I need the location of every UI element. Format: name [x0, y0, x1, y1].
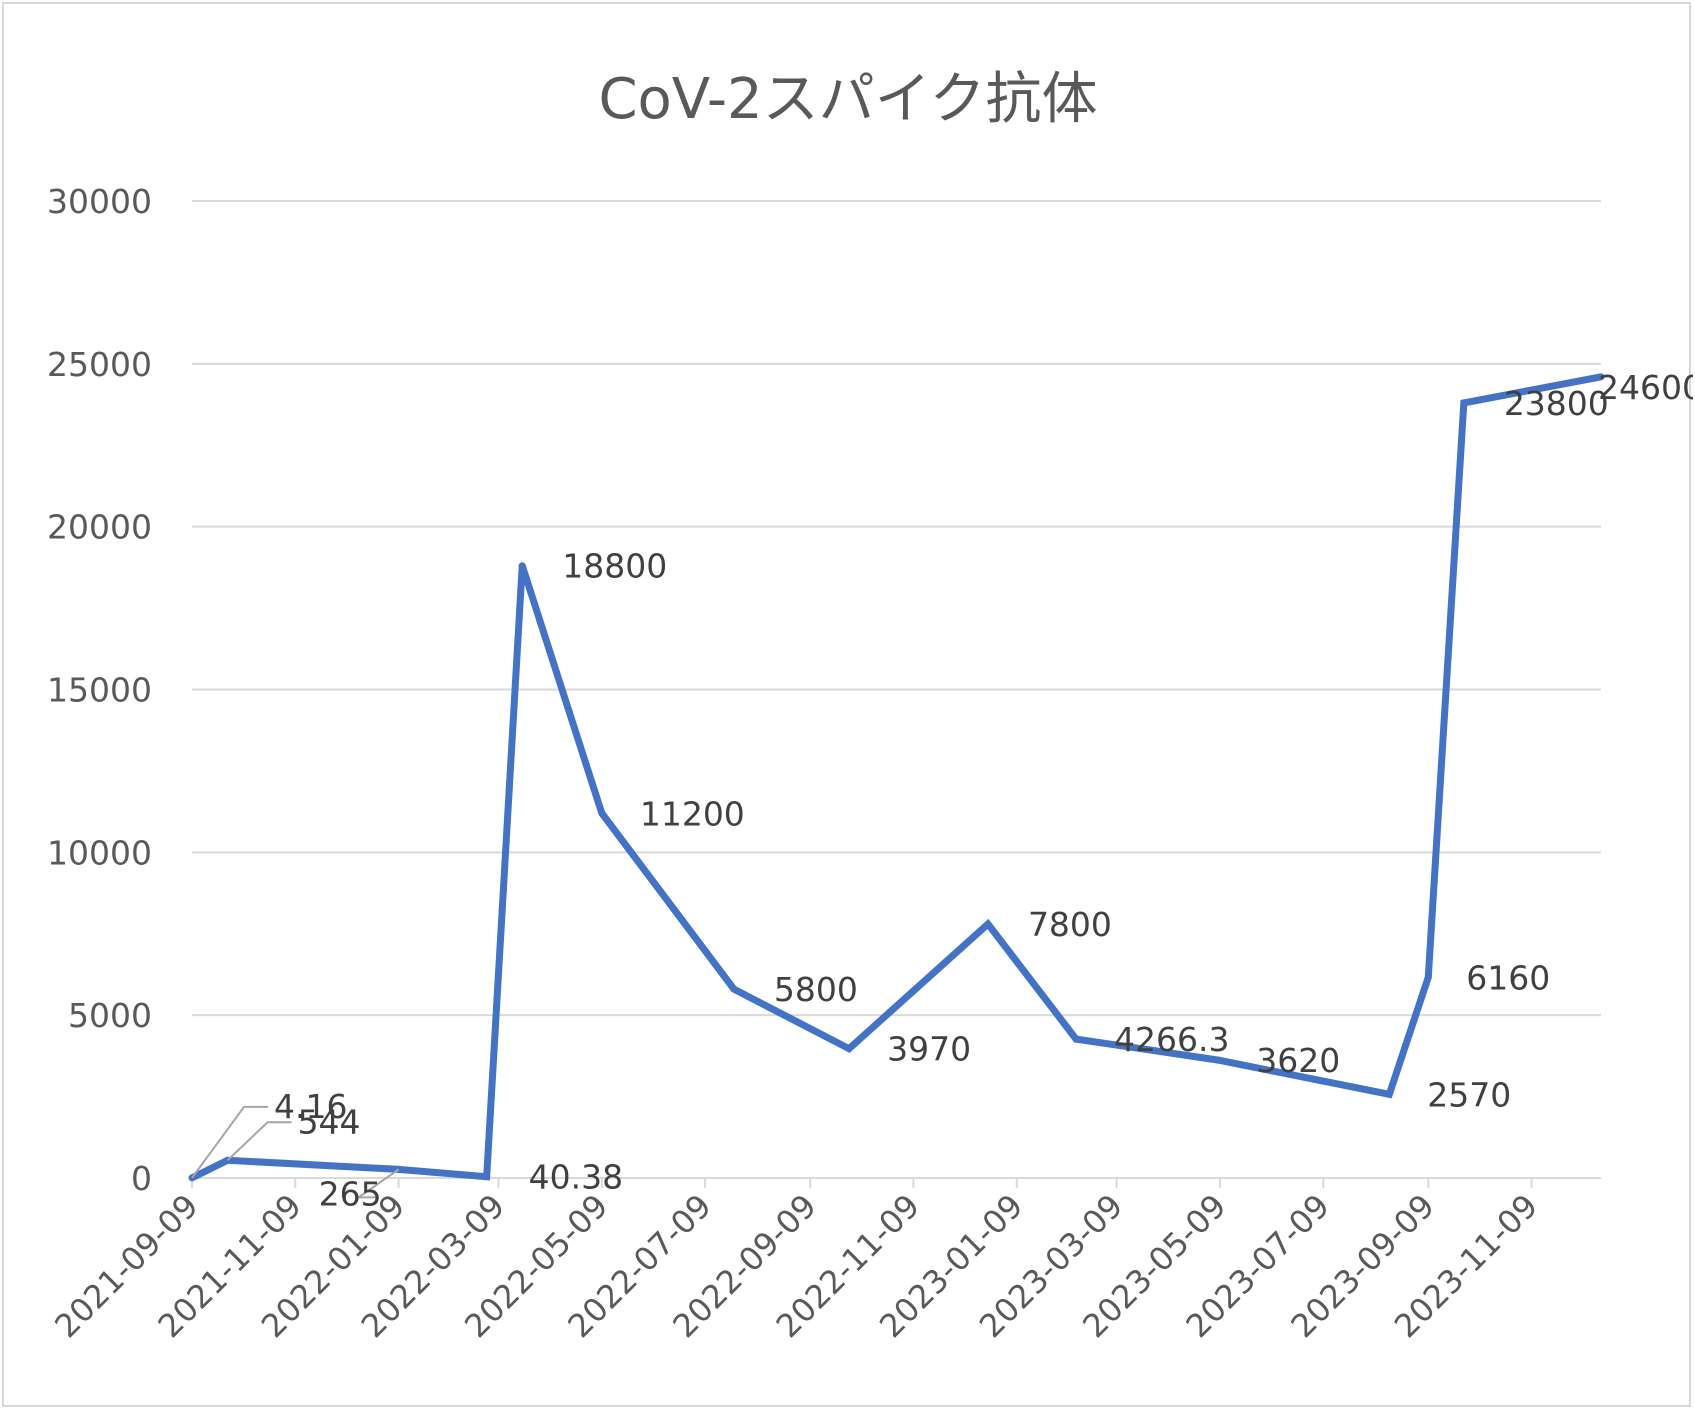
data-label: 4.16: [274, 1087, 347, 1126]
data-point: [1597, 373, 1605, 381]
x-axis: 2021-09-092021-11-092022-01-092022-03-09…: [47, 1177, 1601, 1345]
data-label: 7800: [1028, 905, 1112, 944]
data-series: [188, 373, 1605, 1182]
y-tick-label: 5000: [68, 996, 152, 1035]
chart-title: CoV-2スパイク抗体: [598, 67, 1097, 132]
data-label-leader-line: [226, 1121, 292, 1162]
data-label: 18800: [562, 547, 667, 586]
data-point: [1424, 973, 1432, 981]
y-tick-label: 25000: [47, 345, 152, 384]
data-label: 24600: [1598, 368, 1693, 407]
data-point: [845, 1045, 853, 1053]
data-label: 40.38: [529, 1158, 623, 1197]
y-tick-label: 0: [131, 1159, 152, 1198]
data-point: [730, 985, 738, 993]
data-label: 6160: [1466, 958, 1550, 997]
data-point: [598, 809, 606, 817]
data-label-leader-line: [191, 1105, 268, 1179]
data-label: 3970: [887, 1030, 971, 1069]
data-point: [1072, 1035, 1080, 1043]
data-point: [984, 920, 992, 928]
data-label: 2570: [1427, 1075, 1511, 1114]
data-point: [518, 562, 526, 570]
y-tick-label: 10000: [47, 833, 152, 872]
data-label-leader-line: [355, 1168, 400, 1199]
data-label: 265: [319, 1174, 382, 1213]
data-label: 5800: [774, 970, 858, 1009]
data-point: [483, 1173, 491, 1181]
y-tick-label: 15000: [47, 671, 152, 710]
y-tick-label: 30000: [47, 182, 152, 221]
data-label: 23800: [1504, 384, 1609, 423]
gridlines: [192, 200, 1601, 1017]
data-point: [1385, 1090, 1393, 1098]
data-label: 4266.3: [1114, 1020, 1229, 1059]
data-label: 11200: [640, 794, 745, 833]
data-label: 544: [298, 1102, 361, 1141]
y-tick-label: 20000: [47, 508, 152, 547]
line-chart: CoV-2スパイク抗体 0 5000 10000 15000 20000 25000 300…: [47, 67, 1695, 1345]
data-label: 3620: [1256, 1041, 1340, 1080]
data-point: [1214, 1056, 1222, 1064]
data-point: [1460, 399, 1468, 407]
y-axis-ticks: 0 5000 10000 15000 20000 25000 30000: [47, 182, 152, 1198]
